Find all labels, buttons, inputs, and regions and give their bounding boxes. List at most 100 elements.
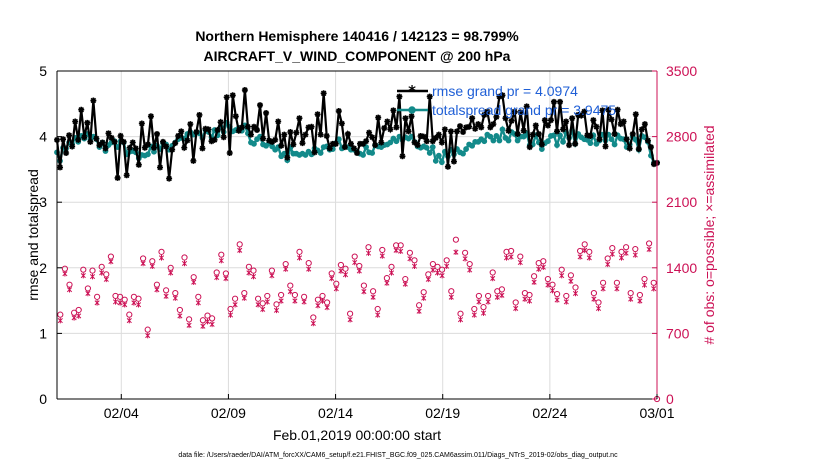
totalspread-point (460, 150, 466, 157)
rmse-point (635, 146, 642, 153)
obs-assimilated-point (241, 295, 247, 301)
obs-assimilated-point (398, 248, 404, 255)
right-tick-label: 3500 (666, 63, 697, 79)
obs-assimilated-point (628, 296, 634, 302)
obs-possible-point (305, 260, 312, 267)
rmse-point (593, 123, 600, 130)
obs-assimilated-point (577, 254, 583, 260)
rmse-point (441, 126, 448, 133)
rmse-point (250, 123, 257, 130)
rmse-point (305, 124, 312, 131)
rmse-point (478, 124, 485, 131)
rmse-point (514, 130, 521, 137)
rmse-point (332, 140, 339, 147)
left-tick-label: 1 (39, 325, 47, 341)
obs-assimilated-point (457, 316, 464, 323)
obs-possible-point (572, 284, 579, 291)
obs-possible-point (80, 266, 87, 273)
right-tick-label: 700 (666, 325, 690, 341)
rmse-point (99, 139, 106, 146)
obs-assimilated-point (379, 253, 385, 259)
rmse-point (160, 138, 167, 145)
obs-possible-point (209, 315, 216, 322)
totalspread-point (505, 137, 512, 144)
obs-possible-point (462, 249, 469, 256)
obs-assimilated-point (614, 285, 620, 292)
obs-assimilated-point (191, 279, 197, 285)
rmse-point (532, 122, 539, 129)
rmse-point (111, 138, 118, 145)
obs-possible-point (337, 261, 344, 269)
obs-possible-point (480, 304, 487, 311)
rmse-point (105, 130, 112, 137)
rmse-point (602, 143, 609, 150)
obs-possible-point (618, 248, 625, 255)
rmse-point (387, 126, 394, 133)
obs-possible-point (181, 254, 188, 261)
rmse-point (184, 137, 191, 144)
totalspread-point (423, 144, 430, 151)
obs-assimilated-point (223, 275, 229, 282)
rmse-point (93, 135, 100, 142)
totalspread-point (587, 140, 594, 147)
obs-assimilated-point (255, 301, 261, 308)
rmse-point (344, 130, 351, 137)
obs-possible-point (388, 263, 395, 270)
rmse-point (326, 145, 333, 152)
rmse-point (69, 143, 76, 150)
rmse-point (629, 130, 636, 137)
obs-possible-point (57, 311, 64, 318)
obs-possible-point (512, 299, 519, 306)
rmse-point (57, 164, 64, 171)
obs-assimilated-point (283, 266, 289, 272)
obs-assimilated-point (609, 251, 615, 257)
obs-possible-point (623, 244, 630, 251)
obs-assimilated-point (582, 247, 588, 254)
rmse-point (438, 139, 445, 146)
rmse-point (417, 132, 424, 139)
obs-assimilated-point (531, 279, 537, 285)
totalspread-point (432, 157, 439, 164)
right-axis-ticks: 0 700 1400 2100 2800 3500 (652, 63, 697, 407)
obs-assimilated-point (370, 294, 376, 300)
totalspread-point (487, 133, 494, 140)
obs-assimilated-point (122, 301, 128, 308)
rmse-point (575, 111, 582, 118)
rmse-point (196, 111, 203, 118)
obs-possible-point (498, 286, 505, 293)
obs-possible-point (227, 305, 234, 313)
obs-possible-point (540, 258, 547, 265)
obs-assimilated-point (145, 332, 151, 339)
rmse-point (275, 118, 282, 125)
obs-assimilated-point (306, 266, 312, 272)
rmse-point (611, 130, 618, 137)
rmse-point (323, 132, 330, 139)
obs-possible-point (144, 326, 151, 333)
obs-possible-point (526, 291, 533, 299)
obs-assimilated-point (572, 290, 579, 297)
rmse-point (308, 123, 315, 130)
rmse-point (84, 119, 91, 126)
rmse-point (469, 115, 476, 122)
rmse-point (544, 122, 551, 129)
obs-assimilated-point (439, 272, 445, 279)
totalspread-point (317, 150, 324, 156)
rmse-point (235, 127, 242, 134)
rmse-point (157, 164, 164, 171)
obs-assimilated-point (646, 246, 652, 253)
obs-possible-point (186, 316, 193, 323)
obs-possible-point (604, 255, 611, 262)
rmse-point (578, 112, 585, 119)
obs-assimilated-point (269, 272, 275, 279)
rmse-point (587, 132, 594, 139)
obs-assimilated-point (296, 255, 303, 261)
rmse-point (135, 161, 142, 168)
rmse-point (541, 117, 548, 124)
obs-possible-point (245, 263, 252, 270)
obs-assimilated-point (503, 255, 510, 261)
obs-assimilated-point (540, 264, 546, 270)
obs-assimilated-point (453, 249, 459, 255)
obs-assimilated-point (388, 270, 395, 276)
totalspread-point (560, 138, 566, 145)
